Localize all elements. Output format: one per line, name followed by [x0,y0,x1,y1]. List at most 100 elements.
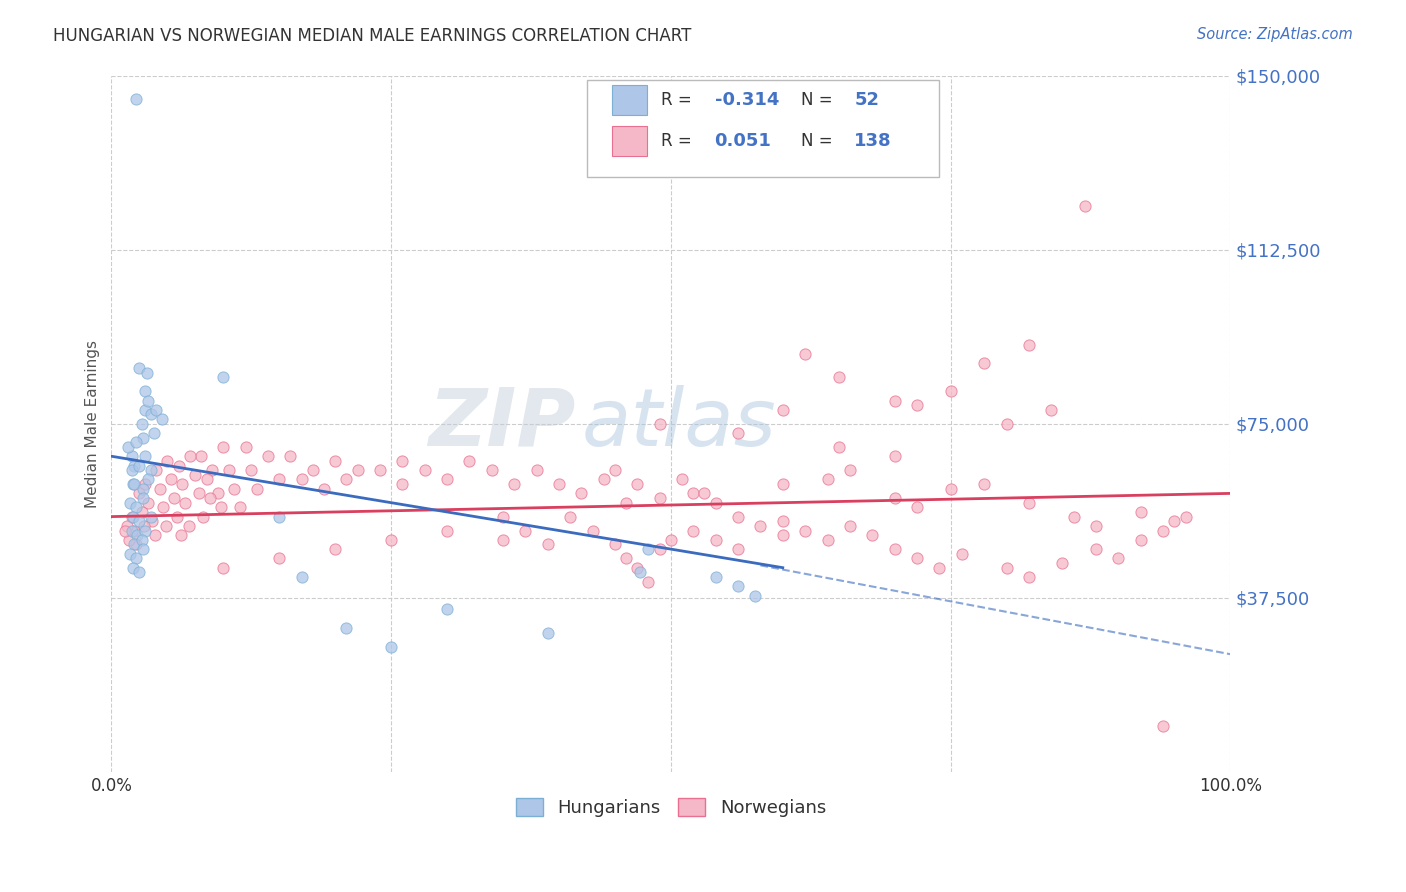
Point [120,547,142,561]
Point [128,361,150,376]
Point [179,449,201,463]
Point [156,454,179,468]
Point [772,528,794,542]
Point [648,491,671,505]
Point [693,486,716,500]
Point [1040,402,1063,417]
Point [1018,338,1040,352]
Point [224,482,246,496]
Point [744,589,766,603]
Point [883,393,905,408]
Point [139,509,162,524]
Point [155,519,177,533]
Point [115,519,138,533]
Point [1107,551,1129,566]
Point [125,551,148,566]
Point [794,347,817,361]
Point [120,496,142,510]
Point [121,560,143,574]
Point [413,463,436,477]
Point [626,560,648,574]
Point [132,491,155,505]
Point [860,528,883,542]
Point [128,514,150,528]
Point [1174,509,1197,524]
Point [269,473,291,487]
Point [139,463,162,477]
Point [1152,524,1174,538]
Point [128,486,150,500]
Point [134,477,156,491]
Point [458,454,481,468]
Point [127,528,149,542]
Point [198,491,221,505]
Point [132,482,155,496]
Text: 138: 138 [855,132,891,150]
Point [391,454,413,468]
Point [138,496,160,510]
Point [794,524,817,538]
Point [560,509,582,524]
Point [167,458,190,473]
Text: Source: ZipAtlas.com: Source: ZipAtlas.com [1197,27,1353,42]
Point [828,440,851,454]
Point [1018,496,1040,510]
Point [280,449,302,463]
Point [637,574,659,589]
Point [973,477,995,491]
Point [492,509,515,524]
Point [212,440,235,454]
Point [269,551,291,566]
Point [170,528,193,542]
Text: HUNGARIAN VS NORWEGIAN MEDIAN MALE EARNINGS CORRELATION CHART: HUNGARIAN VS NORWEGIAN MEDIAN MALE EARNI… [53,27,692,45]
Point [883,449,905,463]
Point [995,417,1018,431]
Point [207,486,229,500]
Point [235,440,257,454]
Point [142,425,165,440]
Point [727,425,749,440]
Point [335,473,357,487]
Point [682,486,704,500]
Text: ZIP: ZIP [429,384,576,463]
Point [1152,718,1174,732]
Point [1074,198,1097,212]
Point [114,524,136,538]
Point [503,477,526,491]
Point [118,533,141,547]
Point [323,542,346,557]
Point [212,370,235,384]
Point [682,524,704,538]
Point [121,509,143,524]
Point [150,412,173,426]
Point [122,524,145,538]
Point [117,440,139,454]
Point [201,463,224,477]
Point [139,408,162,422]
Point [648,542,671,557]
Point [134,384,156,399]
Point [704,570,727,584]
Text: -0.314: -0.314 [714,91,779,109]
Point [537,537,560,551]
Point [269,509,291,524]
Point [191,509,214,524]
Point [772,514,794,528]
Point [537,625,560,640]
Point [928,560,950,574]
Legend: Hungarians, Norwegians: Hungarians, Norwegians [509,790,834,824]
Point [125,435,148,450]
Point [121,477,143,491]
Point [184,467,207,482]
Point [749,519,772,533]
Point [772,402,794,417]
Point [138,473,160,487]
Point [229,500,252,515]
Point [143,528,166,542]
Point [1063,509,1085,524]
Point [174,496,197,510]
Point [145,463,167,477]
Point [134,402,156,417]
Point [136,366,159,380]
Point [569,486,592,500]
